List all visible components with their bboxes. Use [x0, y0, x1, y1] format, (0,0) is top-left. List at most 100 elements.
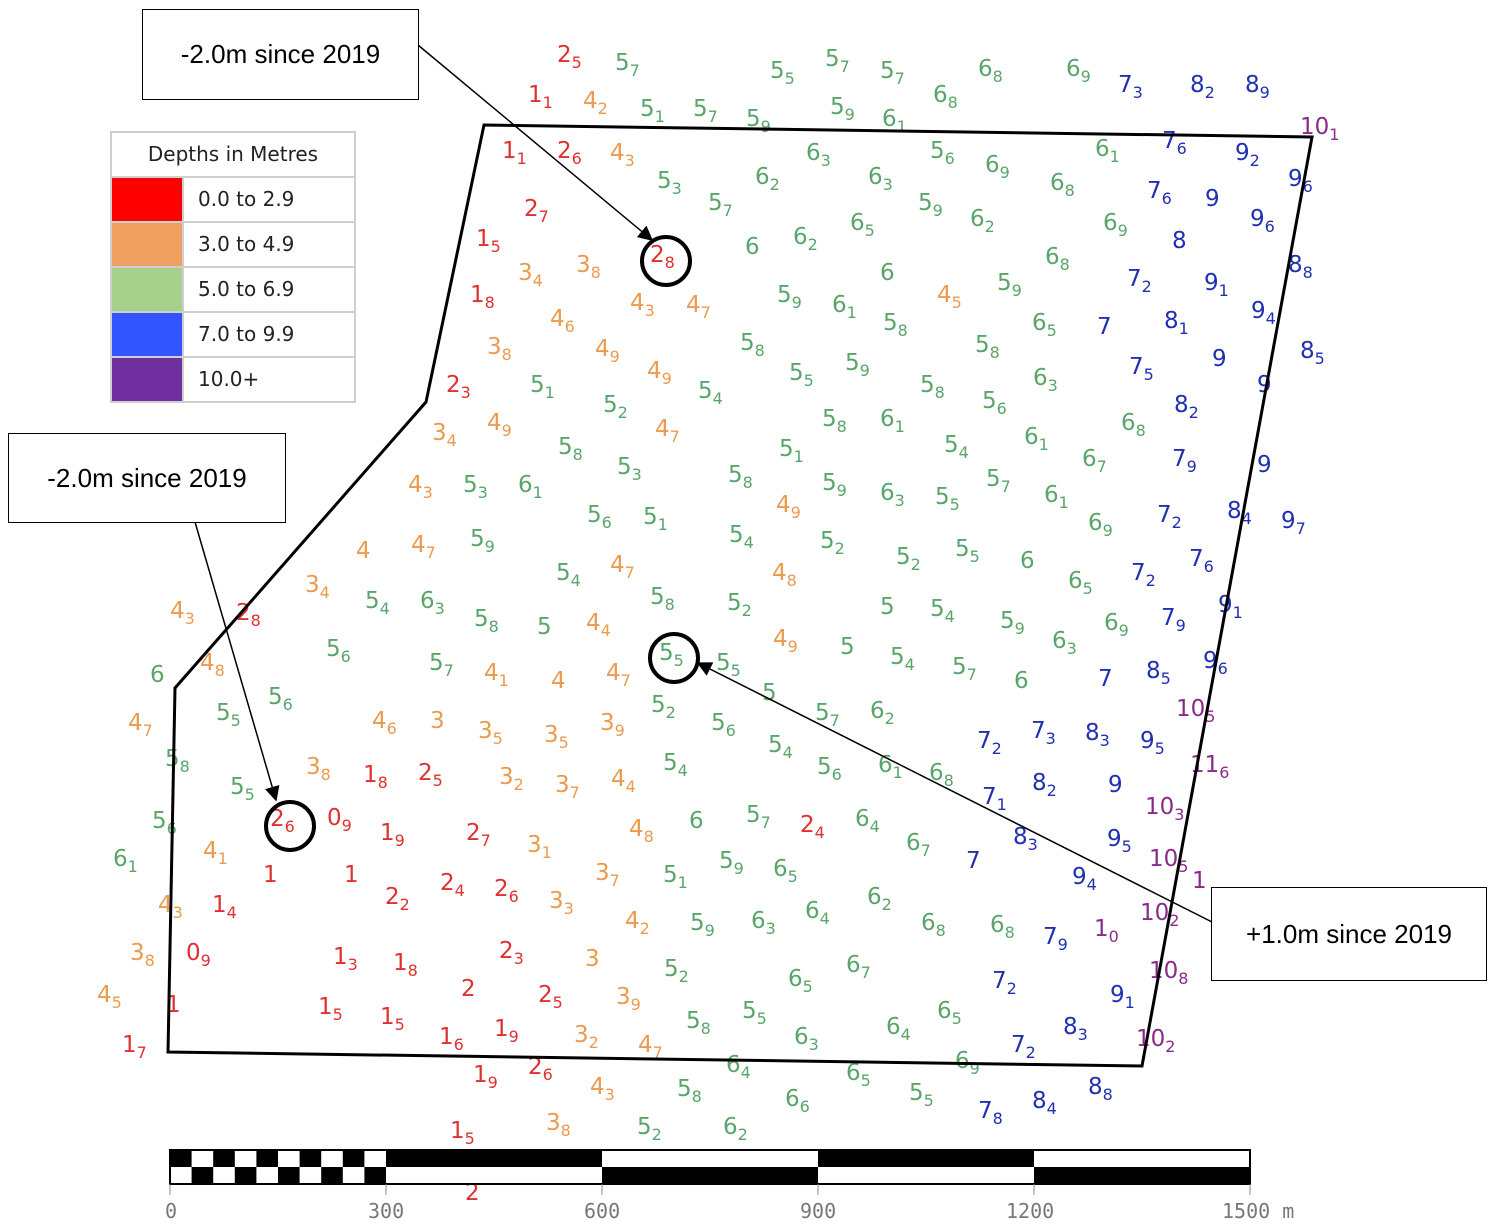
depth-sounding: 76: [1189, 546, 1214, 576]
depth-sounding: 72: [1011, 1032, 1036, 1062]
depth-sounding: 83: [1063, 1014, 1088, 1044]
depth-sounding: 55: [716, 650, 741, 680]
scale-bar-check: [234, 1167, 257, 1184]
depth-sounding: 91: [1204, 270, 1229, 300]
depth-sounding: 49: [773, 626, 798, 656]
depth-sounding: 95: [1140, 728, 1165, 758]
depth-sounding: 55: [659, 640, 684, 670]
depth-sounding: 58: [883, 310, 908, 340]
depth-sounding: 51: [779, 436, 804, 466]
depth-sounding: 18: [363, 762, 388, 792]
depth-sounding: 9: [1212, 346, 1227, 372]
callout-east: +1.0m since 2019: [1211, 887, 1487, 981]
highlight-circle-west: [264, 800, 316, 852]
scale-label-1200: 1200: [1006, 1199, 1054, 1223]
depth-sounding: 57: [693, 96, 718, 126]
depth-sounding: 57: [952, 654, 977, 684]
depth-sounding: 58: [650, 584, 675, 614]
depth-sounding: 45: [937, 282, 962, 312]
depth-sounding: 47: [610, 552, 635, 582]
depth-sounding: 85: [1146, 658, 1171, 688]
depth-sounding: 46: [372, 708, 397, 738]
legend-swatch-purple: [112, 358, 184, 401]
depth-sounding: 54: [556, 560, 581, 590]
depth-sounding: 31: [527, 832, 552, 862]
depth-sounding: 47: [606, 660, 631, 690]
depth-sounding: 64: [726, 1052, 751, 1082]
depth-sounding: 101: [1300, 114, 1339, 144]
depth-sounding: 57: [825, 46, 850, 76]
depth-sounding: 64: [855, 806, 880, 836]
depth-sounding: 82: [1032, 770, 1057, 800]
depth-sounding: 5: [840, 634, 855, 660]
depth-sounding: 2: [461, 976, 476, 1002]
depth-sounding: 54: [944, 432, 969, 462]
depth-sounding: 54: [930, 596, 955, 626]
depth-sounding: 51: [663, 862, 688, 892]
depth-sounding: 58: [975, 332, 1000, 362]
depth-sounding: 65: [937, 998, 962, 1028]
depth-sounding: 34: [518, 260, 543, 290]
scale-label-900: 900: [800, 1199, 836, 1223]
depth-sounding: 55: [216, 700, 241, 730]
depth-sounding: 25: [418, 760, 443, 790]
depth-sounding: 88: [1288, 252, 1313, 282]
depth-sounding: 54: [365, 588, 390, 618]
depth-sounding: 75: [1129, 354, 1154, 384]
depth-sounding: 57: [880, 58, 905, 88]
depth-sounding: 5: [762, 680, 777, 706]
depth-sounding: 48: [772, 560, 797, 590]
scale-bar-check: [342, 1150, 365, 1167]
depth-sounding: 62: [793, 224, 818, 254]
legend-swatch-red: [112, 178, 184, 221]
depth-sounding: 58: [677, 1076, 702, 1106]
depth-sounding: 28: [650, 242, 675, 272]
depth-sounding: 51: [640, 96, 665, 126]
depth-sounding: 57: [708, 190, 733, 220]
depth-sounding: 17: [122, 1032, 147, 1062]
depth-sounding: 54: [890, 644, 915, 674]
depth-sounding: 76: [1147, 178, 1172, 208]
depth-sounding: 63: [880, 480, 905, 510]
depth-sounding: 95: [1107, 826, 1132, 856]
scale-label-0: 0: [165, 1199, 177, 1223]
depth-sounding: 13: [333, 944, 358, 974]
depth-sounding: 15: [450, 1118, 475, 1148]
depth-sounding: 26: [494, 876, 519, 906]
depth-sounding: 63: [868, 164, 893, 194]
depth-sounding: 52: [820, 528, 845, 558]
depth-sounding: 25: [557, 42, 582, 72]
depth-sounding: 54: [729, 522, 754, 552]
depth-sounding: 16: [439, 1024, 464, 1054]
depth-sounding: 68: [921, 910, 946, 940]
depth-sounding: 83: [1013, 824, 1038, 854]
scale-bar-segment: [602, 1167, 818, 1184]
depth-sounding: 105: [1149, 846, 1188, 876]
depth-sounding: 58: [920, 372, 945, 402]
legend-row: 10.0+: [112, 358, 354, 401]
depth-sounding: 6: [745, 234, 760, 260]
depth-sounding: 26: [270, 806, 295, 836]
depth-sounding: 18: [470, 282, 495, 312]
legend-label: 7.0 to 9.9: [198, 322, 295, 346]
scale-bar-check: [364, 1167, 386, 1184]
depth-sounding: 37: [555, 772, 580, 802]
depth-sounding: 69: [1066, 56, 1091, 86]
depth-sounding: 59: [777, 282, 802, 312]
depth-sounding: 11: [528, 82, 553, 112]
depth-sounding: 63: [420, 588, 445, 618]
depth-sounding: 6: [150, 662, 165, 688]
survey-boundary: [166, 123, 1314, 1068]
depth-sounding: 61: [832, 292, 857, 322]
depth-sounding: 45: [97, 982, 122, 1012]
depth-sounding: 59: [746, 106, 771, 136]
depth-sounding: 61: [518, 472, 543, 502]
depth-sounding: 41: [203, 838, 228, 868]
depth-sounding: 10: [1094, 916, 1119, 946]
depth-sounding: 58: [728, 462, 753, 492]
depth-sounding: 69: [1104, 610, 1129, 640]
depth-sounding: 5: [537, 614, 552, 640]
depth-sounding: 83: [1085, 720, 1110, 750]
leader-line-west: [194, 521, 280, 802]
